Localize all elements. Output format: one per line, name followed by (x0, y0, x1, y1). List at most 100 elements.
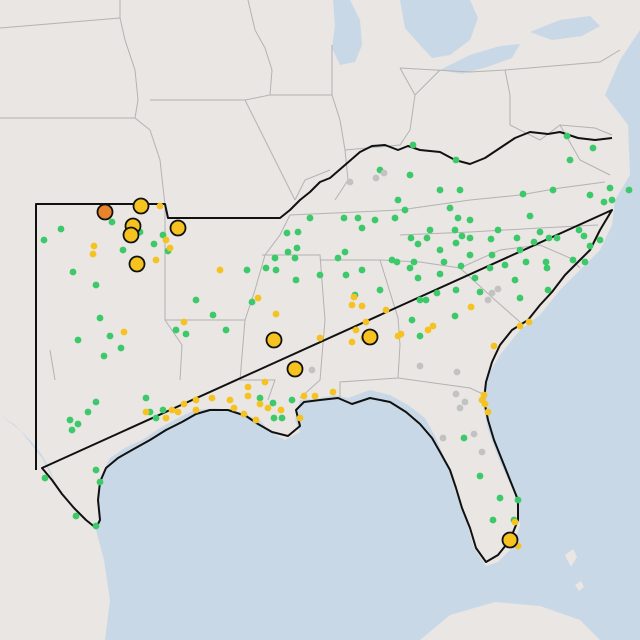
yellow-marker[interactable] (252, 416, 260, 424)
yellow-marker[interactable] (352, 326, 360, 334)
yellow-marker[interactable] (348, 301, 356, 309)
yellow-marker[interactable] (329, 388, 337, 396)
green-marker[interactable] (92, 398, 100, 406)
green-marker[interactable] (292, 276, 300, 284)
green-marker[interactable] (516, 246, 524, 254)
green-marker[interactable] (536, 228, 544, 236)
green-marker[interactable] (580, 232, 588, 240)
green-marker[interactable] (589, 144, 597, 152)
gray-marker[interactable] (372, 174, 380, 182)
green-marker[interactable] (466, 251, 474, 259)
yellow-marker[interactable] (162, 414, 170, 422)
green-marker[interactable] (606, 184, 614, 192)
large-orange-marker[interactable] (96, 203, 114, 221)
green-marker[interactable] (460, 434, 468, 442)
green-marker[interactable] (426, 226, 434, 234)
gray-marker[interactable] (461, 398, 469, 406)
green-marker[interactable] (288, 396, 296, 404)
green-marker[interactable] (581, 258, 589, 266)
yellow-marker[interactable] (192, 396, 200, 404)
green-marker[interactable] (354, 214, 362, 222)
yellow-marker[interactable] (397, 330, 405, 338)
gray-marker[interactable] (416, 362, 424, 370)
yellow-marker[interactable] (272, 310, 280, 318)
green-marker[interactable] (57, 225, 65, 233)
green-marker[interactable] (209, 311, 217, 319)
green-marker[interactable] (376, 286, 384, 294)
green-marker[interactable] (446, 204, 454, 212)
yellow-marker[interactable] (300, 392, 308, 400)
yellow-marker[interactable] (230, 404, 238, 412)
green-marker[interactable] (608, 196, 616, 204)
yellow-marker[interactable] (525, 318, 533, 326)
green-marker[interactable] (440, 258, 448, 266)
gray-marker[interactable] (452, 390, 460, 398)
green-marker[interactable] (159, 231, 167, 239)
green-marker[interactable] (159, 406, 167, 414)
green-marker[interactable] (316, 271, 324, 279)
green-marker[interactable] (452, 239, 460, 247)
yellow-marker[interactable] (478, 396, 486, 404)
yellow-marker[interactable] (362, 318, 370, 326)
green-marker[interactable] (306, 214, 314, 222)
yellow-marker[interactable] (350, 293, 358, 301)
green-marker[interactable] (516, 294, 524, 302)
green-marker[interactable] (284, 248, 292, 256)
green-marker[interactable] (452, 156, 460, 164)
green-marker[interactable] (407, 234, 415, 242)
green-marker[interactable] (458, 232, 466, 240)
green-marker[interactable] (92, 281, 100, 289)
green-marker[interactable] (414, 274, 422, 282)
green-marker[interactable] (40, 236, 48, 244)
gray-marker[interactable] (439, 434, 447, 442)
yellow-marker[interactable] (244, 392, 252, 400)
green-marker[interactable] (494, 226, 502, 234)
green-marker[interactable] (358, 266, 366, 274)
green-marker[interactable] (222, 326, 230, 334)
green-marker[interactable] (334, 254, 342, 262)
yellow-marker[interactable] (156, 202, 164, 210)
yellow-marker[interactable] (166, 244, 174, 252)
green-marker[interactable] (262, 264, 270, 272)
green-marker[interactable] (172, 326, 180, 334)
yellow-marker[interactable] (90, 242, 98, 250)
yellow-marker[interactable] (348, 338, 356, 346)
gray-marker[interactable] (453, 368, 461, 376)
green-marker[interactable] (41, 474, 49, 482)
yellow-marker[interactable] (311, 392, 319, 400)
green-marker[interactable] (513, 234, 521, 242)
yellow-marker[interactable] (174, 408, 182, 416)
green-marker[interactable] (433, 289, 441, 297)
gray-marker[interactable] (308, 366, 316, 374)
green-marker[interactable] (108, 218, 116, 226)
gray-marker[interactable] (478, 448, 486, 456)
large-yellow-marker[interactable] (501, 531, 519, 549)
green-marker[interactable] (451, 312, 459, 320)
yellow-marker[interactable] (180, 400, 188, 408)
large-yellow-marker[interactable] (128, 255, 146, 273)
gray-marker[interactable] (494, 285, 502, 293)
yellow-marker[interactable] (382, 306, 390, 314)
green-marker[interactable] (74, 336, 82, 344)
green-marker[interactable] (600, 198, 608, 206)
green-marker[interactable] (519, 190, 527, 198)
green-marker[interactable] (294, 228, 302, 236)
green-marker[interactable] (84, 408, 92, 416)
green-marker[interactable] (543, 264, 551, 272)
green-marker[interactable] (150, 240, 158, 248)
green-marker[interactable] (563, 132, 571, 140)
green-marker[interactable] (522, 258, 530, 266)
yellow-marker[interactable] (261, 378, 269, 386)
yellow-marker[interactable] (208, 394, 216, 402)
green-marker[interactable] (271, 254, 279, 262)
green-marker[interactable] (406, 264, 414, 272)
green-marker[interactable] (501, 261, 509, 269)
green-marker[interactable] (489, 516, 497, 524)
green-marker[interactable] (544, 286, 552, 294)
yellow-marker[interactable] (240, 410, 248, 418)
green-marker[interactable] (283, 229, 291, 237)
large-yellow-marker[interactable] (122, 226, 140, 244)
green-marker[interactable] (526, 212, 534, 220)
gray-marker[interactable] (470, 430, 478, 438)
